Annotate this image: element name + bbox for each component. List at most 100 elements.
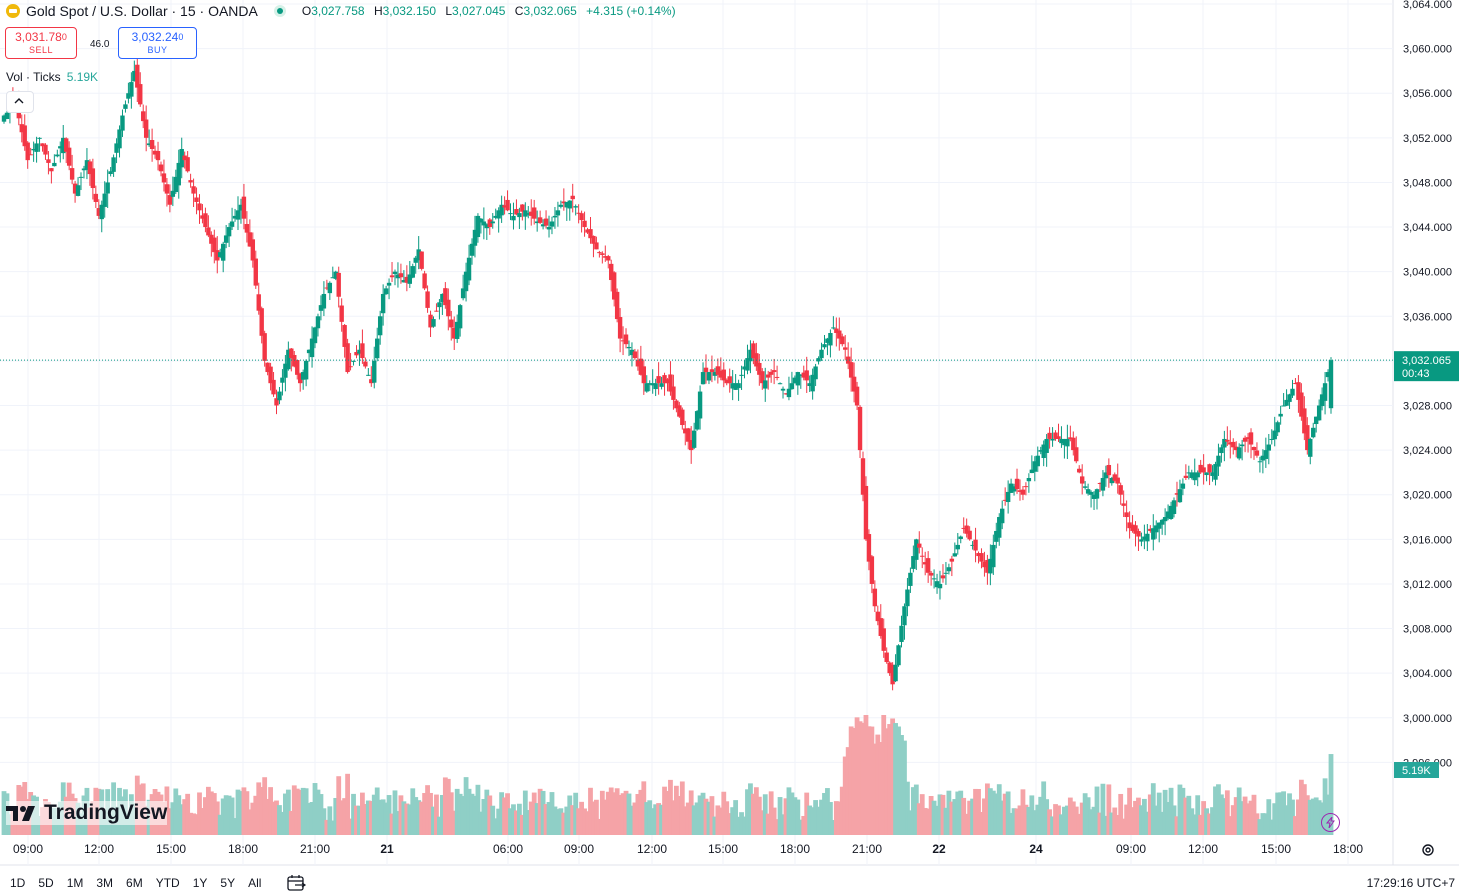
- candle-body: [843, 347, 848, 350]
- lightning-icon[interactable]: [1321, 813, 1340, 832]
- candle-body: [437, 302, 442, 308]
- candle-body: [650, 383, 655, 386]
- candle-body: [372, 360, 377, 383]
- candle-body: [1302, 408, 1307, 434]
- volume-bar: [1304, 795, 1310, 835]
- candle-body: [1322, 383, 1328, 401]
- candle-body: [653, 383, 658, 390]
- range-1m[interactable]: 1M: [66, 876, 84, 890]
- volume-bar: [445, 778, 451, 835]
- candle-body: [229, 221, 235, 227]
- volume-bar: [967, 800, 973, 835]
- volume-bar: [1085, 797, 1091, 835]
- buy-button[interactable]: 3,032.240 BUY: [118, 27, 197, 59]
- market-open-icon[interactable]: [273, 5, 286, 17]
- volume-bar: [706, 801, 712, 835]
- candle-body: [686, 428, 691, 442]
- candle-body: [481, 221, 487, 226]
- volume-bar: [502, 797, 507, 835]
- y-tick-label: 3,004.000: [1403, 668, 1452, 680]
- volume-bar: [416, 800, 422, 835]
- candle-body: [1133, 525, 1138, 534]
- candle-body: [443, 288, 448, 306]
- tradingview-logo[interactable]: TradingView: [6, 801, 168, 825]
- candle-body: [1124, 512, 1129, 518]
- volume-bar: [913, 784, 919, 835]
- candle-body: [721, 369, 726, 381]
- candle-body: [22, 125, 27, 147]
- candle-body: [606, 256, 611, 261]
- volume-bar: [191, 813, 196, 835]
- volume-bar: [875, 734, 881, 835]
- candle-body: [620, 340, 626, 342]
- range-5d[interactable]: 5D: [38, 876, 54, 890]
- candle-body: [1029, 469, 1035, 474]
- volume-bar: [857, 721, 863, 835]
- volume-bar: [602, 799, 608, 835]
- candle-body: [1112, 474, 1117, 481]
- ohlc-close-key: C: [514, 4, 524, 18]
- volume-bar: [537, 788, 543, 835]
- volume-bar: [437, 816, 442, 835]
- candle-body: [591, 235, 596, 244]
- range-3m[interactable]: 3M: [96, 876, 114, 890]
- range-ytd[interactable]: YTD: [155, 876, 180, 890]
- candle-body: [546, 227, 552, 230]
- volume-bar: [404, 803, 410, 835]
- x-tick-label: 09:00: [1116, 842, 1146, 856]
- collapse-legend-button[interactable]: [6, 91, 34, 113]
- candle-body: [798, 374, 803, 376]
- volume-bar: [481, 799, 487, 835]
- volume-bar: [448, 792, 454, 835]
- sell-button[interactable]: 3,031.780 SELL: [5, 27, 77, 59]
- volume-bar: [1064, 805, 1070, 835]
- candle-body: [61, 137, 66, 154]
- y-tick-label: 3,048.000: [1403, 177, 1452, 189]
- candle-body: [1165, 511, 1171, 519]
- range-1y[interactable]: 1Y: [192, 876, 208, 890]
- volume-bar: [516, 803, 522, 835]
- candle-body: [1157, 522, 1162, 529]
- volume-bar: [979, 811, 984, 835]
- candle-body: [644, 383, 649, 392]
- candle-body: [235, 210, 241, 220]
- range-1d[interactable]: 1D: [10, 876, 26, 890]
- volume-bar: [662, 786, 667, 835]
- candle-body: [250, 239, 256, 261]
- candle-body: [463, 271, 469, 292]
- candle-body: [1234, 446, 1239, 451]
- gear-icon[interactable]: [1420, 842, 1436, 858]
- volume-bar: [591, 801, 596, 835]
- candle-body: [961, 527, 966, 529]
- range-6m[interactable]: 6M: [126, 876, 143, 890]
- volume-bar: [902, 740, 907, 835]
- volume-bar: [351, 793, 356, 835]
- volume-bar: [1067, 797, 1073, 835]
- candle-body: [1242, 437, 1248, 442]
- candle-body: [819, 349, 824, 359]
- volume-bar: [173, 788, 179, 835]
- volume-legend[interactable]: Vol · Ticks 5.19K: [6, 70, 98, 84]
- range-all[interactable]: All: [248, 876, 262, 890]
- clock-timezone[interactable]: 17:29:16 UTC+7: [1366, 876, 1455, 890]
- volume-bar: [1044, 799, 1050, 835]
- volume-bar: [208, 791, 214, 835]
- volume-bar: [1296, 799, 1301, 835]
- volume-bar: [919, 794, 925, 835]
- x-tick-label: 21: [380, 842, 394, 856]
- candle-body: [884, 652, 889, 663]
- range-5y[interactable]: 5Y: [220, 876, 236, 890]
- candle-body: [576, 212, 581, 214]
- candle-body: [295, 359, 300, 375]
- candle-body: [792, 377, 798, 384]
- volume-bar: [928, 796, 934, 835]
- candle-body: [641, 366, 647, 384]
- volume-bar: [354, 805, 359, 835]
- volume-bar: [916, 803, 922, 835]
- symbol-title[interactable]: Gold Spot / U.S. Dollar · 15 · OANDA: [26, 3, 258, 19]
- volume-bars: [1, 715, 1334, 835]
- candle-body: [212, 237, 217, 253]
- volume-bar: [1230, 805, 1236, 835]
- calendar-range-icon[interactable]: [287, 874, 307, 892]
